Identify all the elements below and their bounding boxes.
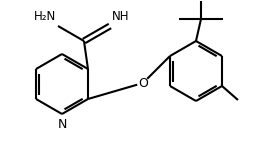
Text: NH: NH [112, 10, 129, 23]
Text: H₂N: H₂N [34, 10, 56, 23]
Text: O: O [138, 77, 148, 89]
Text: N: N [57, 118, 67, 131]
